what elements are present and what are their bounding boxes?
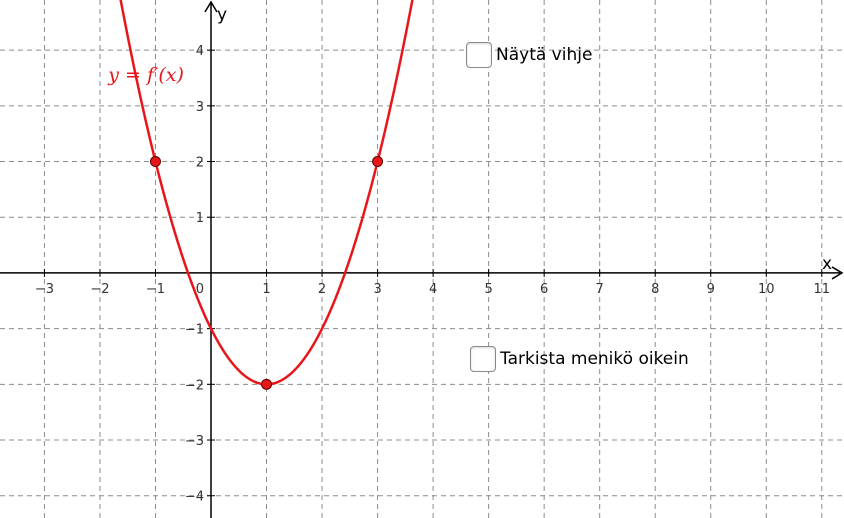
check-answer-label: Tarkista menikö oikein xyxy=(500,349,689,369)
x-axis-arrow xyxy=(831,266,844,280)
x-tick-label: −2 xyxy=(90,282,109,297)
y-axis-label: y xyxy=(217,5,227,25)
curve-point[interactable] xyxy=(261,378,273,390)
show-hint-label: Näytä vihje xyxy=(496,45,593,65)
x-tick-label: 5 xyxy=(484,282,492,297)
y-tick-label: 2 xyxy=(196,156,204,171)
x-tick-label: 2 xyxy=(318,282,326,297)
curve-points xyxy=(149,156,384,390)
x-tick-label: 3 xyxy=(373,282,381,297)
tick-labels: −3 −2 −1 1 2 3 4 5 6 7 8 9 10 11 −4 −3 −2 −1 1 2 3 4 0 xyxy=(35,44,830,505)
show-hint-checkbox[interactable]: Näytä vihje xyxy=(466,42,592,68)
curve-point[interactable] xyxy=(372,156,384,168)
x-tick-label: 9 xyxy=(707,282,715,297)
x-tick-label: 4 xyxy=(429,282,437,297)
x-axis-label: x xyxy=(822,254,832,274)
y-axis-arrow xyxy=(204,0,218,13)
x-tick-label: 7 xyxy=(596,282,604,297)
y-tick-label: −2 xyxy=(185,378,204,393)
x-tick-label: −1 xyxy=(146,282,165,297)
origin-label: 0 xyxy=(196,282,204,297)
check-answer-checkbox-box[interactable] xyxy=(470,346,496,372)
y-tick-label: −3 xyxy=(185,434,204,449)
x-tick-label: 10 xyxy=(758,282,775,297)
y-tick-label: 3 xyxy=(196,100,204,115)
x-tick-label: 6 xyxy=(540,282,548,297)
x-tick-label: 11 xyxy=(814,282,831,297)
y-tick-label: 1 xyxy=(196,211,204,226)
y-tick-label: 4 xyxy=(196,44,204,59)
curve-label: y = f′(x) xyxy=(107,64,184,86)
y-tick-label: −4 xyxy=(185,490,204,505)
x-tick-label: −3 xyxy=(35,282,54,297)
y-tick-label: −1 xyxy=(185,323,204,338)
check-answer-checkbox[interactable]: Tarkista menikö oikein xyxy=(470,346,689,372)
x-tick-label: 1 xyxy=(262,282,270,297)
x-tick-label: 8 xyxy=(651,282,659,297)
show-hint-checkbox-box[interactable] xyxy=(466,42,492,68)
curve-point[interactable] xyxy=(149,156,161,168)
